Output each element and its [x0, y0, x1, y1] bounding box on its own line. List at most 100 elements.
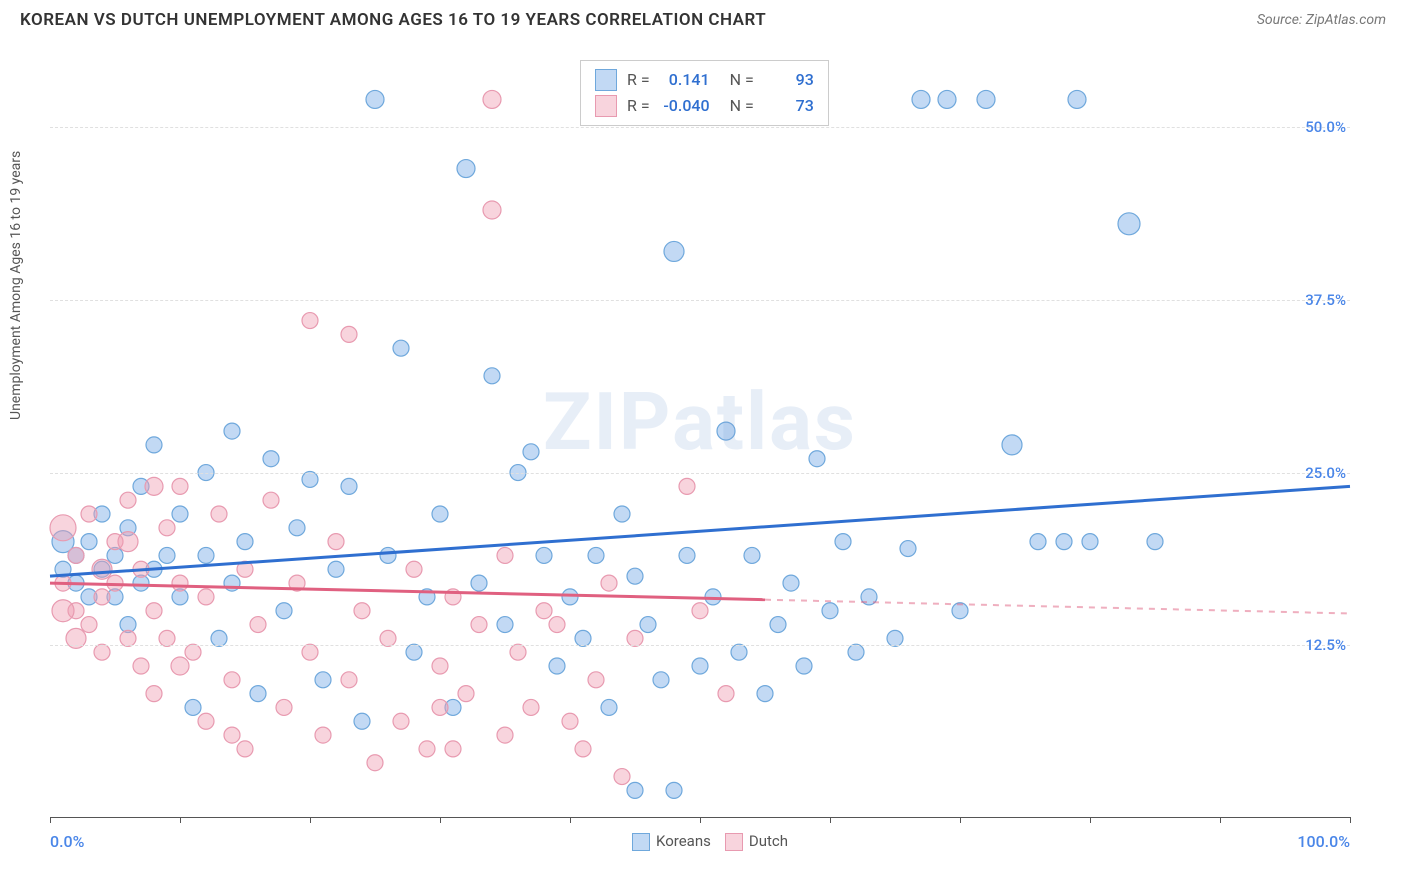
data-point — [198, 713, 214, 729]
data-point — [172, 506, 188, 522]
data-point — [1082, 534, 1098, 550]
data-point — [679, 547, 695, 563]
data-point — [536, 547, 552, 563]
legend-label: Dutch — [749, 832, 788, 850]
data-point — [432, 506, 448, 522]
data-point — [664, 241, 684, 261]
chart-source: Source: ZipAtlas.com — [1257, 12, 1386, 28]
data-point — [601, 699, 617, 715]
data-point — [510, 644, 526, 660]
data-point — [432, 658, 448, 674]
data-point — [315, 672, 331, 688]
data-point — [640, 617, 656, 633]
stats-r-label: R = — [627, 93, 650, 119]
chart-plot-area: ZIPatlas R =0.141N =93R =-0.040N =73 12.… — [50, 58, 1350, 818]
data-point — [185, 699, 201, 715]
scatter-svg — [50, 58, 1350, 817]
data-point — [796, 658, 812, 674]
stats-r-value: -0.040 — [660, 93, 710, 119]
data-point — [237, 534, 253, 550]
gridline — [50, 473, 1350, 474]
chart-title: KOREAN VS DUTCH UNEMPLOYMENT AMONG AGES … — [20, 10, 766, 30]
x-tick — [440, 817, 441, 823]
data-point — [757, 686, 773, 702]
data-point — [94, 589, 110, 605]
data-point — [276, 603, 292, 619]
data-point — [366, 90, 384, 108]
data-point — [328, 561, 344, 577]
legend-label: Koreans — [656, 832, 711, 850]
data-point — [328, 534, 344, 550]
y-tick-label: 12.5% — [1305, 636, 1346, 654]
data-point — [692, 603, 708, 619]
stats-n-label: N = — [730, 67, 754, 93]
data-point — [367, 755, 383, 771]
data-point — [717, 422, 735, 440]
data-point — [887, 630, 903, 646]
data-point — [1002, 435, 1022, 455]
trend-line-extrapolated — [765, 600, 1350, 614]
stats-n-label: N = — [730, 93, 754, 119]
data-point — [198, 589, 214, 605]
data-point — [471, 575, 487, 591]
gridline — [50, 300, 1350, 301]
data-point — [224, 672, 240, 688]
stats-swatch — [595, 69, 617, 91]
data-point — [145, 477, 163, 495]
data-point — [250, 617, 266, 633]
data-point — [81, 506, 97, 522]
data-point — [341, 326, 357, 342]
data-point — [315, 727, 331, 743]
y-tick-label: 25.0% — [1305, 464, 1346, 482]
data-point — [146, 603, 162, 619]
legend-swatch — [632, 833, 650, 851]
data-point — [171, 657, 189, 675]
data-point — [276, 699, 292, 715]
data-point — [1056, 534, 1072, 550]
data-point — [406, 644, 422, 660]
legend-swatch — [725, 833, 743, 851]
data-point — [159, 520, 175, 536]
data-point — [731, 644, 747, 660]
data-point — [835, 534, 851, 550]
x-tick — [700, 817, 701, 823]
data-point — [549, 658, 565, 674]
data-point — [614, 506, 630, 522]
stats-r-value: 0.141 — [660, 67, 710, 93]
data-point — [536, 603, 552, 619]
data-point — [118, 532, 138, 552]
data-point — [523, 444, 539, 460]
data-point — [483, 201, 501, 219]
y-axis-label: Unemployment Among Ages 16 to 19 years — [8, 151, 24, 420]
data-point — [575, 630, 591, 646]
x-tick — [830, 817, 831, 823]
gridline — [50, 127, 1350, 128]
data-point — [575, 741, 591, 757]
data-point — [52, 600, 74, 622]
data-point — [341, 672, 357, 688]
gridline — [50, 645, 1350, 646]
data-point — [809, 451, 825, 467]
data-point — [549, 617, 565, 633]
data-point — [393, 340, 409, 356]
correlation-stats-box: R =0.141N =93R =-0.040N =73 — [580, 60, 829, 126]
data-point — [354, 713, 370, 729]
data-point — [588, 547, 604, 563]
data-point — [627, 782, 643, 798]
x-tick — [1090, 817, 1091, 823]
stats-row: R = -0.040 N = 73 — [595, 93, 814, 119]
data-point — [224, 423, 240, 439]
data-point — [484, 368, 500, 384]
data-point — [627, 630, 643, 646]
data-point — [497, 617, 513, 633]
stats-row: R =0.141N =93 — [595, 67, 814, 93]
data-point — [159, 630, 175, 646]
data-point — [302, 313, 318, 329]
data-point — [92, 559, 112, 579]
x-tick — [1220, 817, 1221, 823]
stats-n-value: 73 — [764, 93, 814, 119]
data-point — [380, 630, 396, 646]
data-point — [354, 603, 370, 619]
data-point — [822, 603, 838, 619]
data-point — [1147, 534, 1163, 550]
